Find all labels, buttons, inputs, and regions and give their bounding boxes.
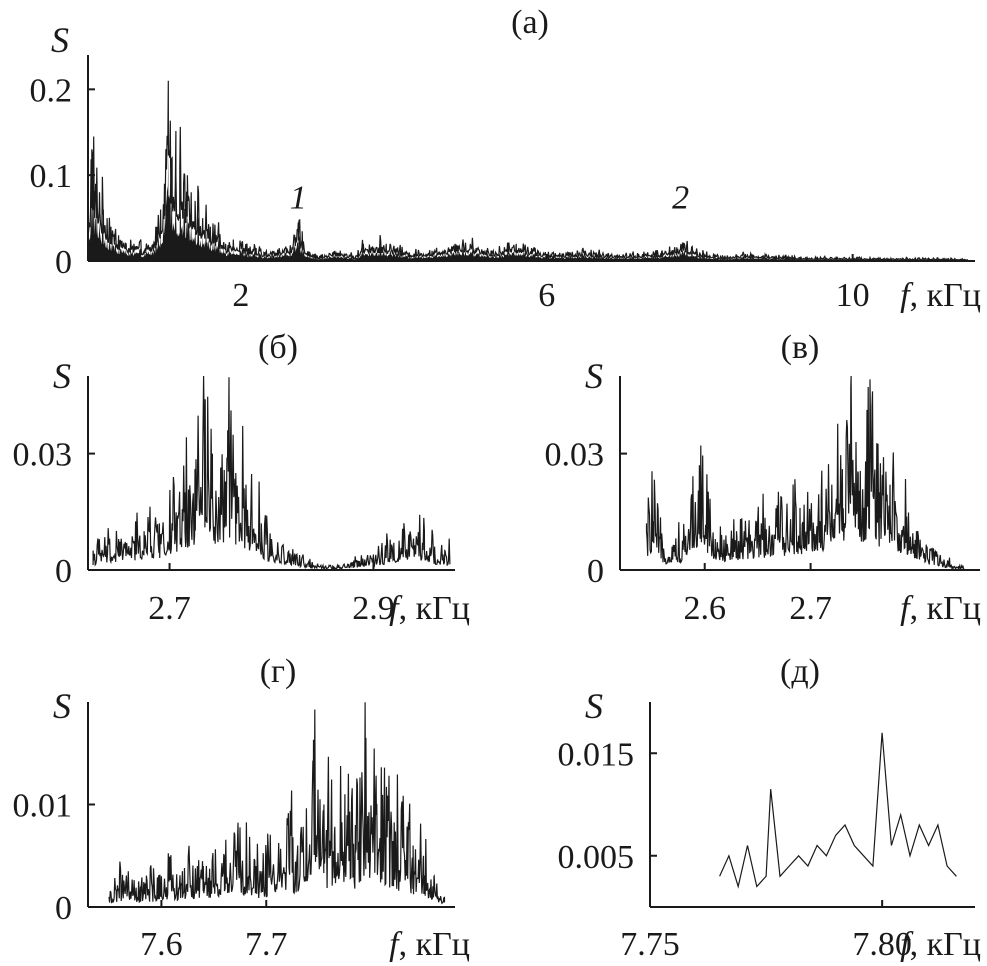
panel-c-trace (645, 375, 965, 571)
panel-a-ticks: 2 6 10 0 0.1 0.2 (30, 72, 870, 314)
panel-e-xtick-label: 7.80 (852, 926, 912, 963)
panel-b: (б) S 2.7 2.9 0 0.03 f, кГц (13, 329, 471, 627)
panel-d-xlabel-unit: , кГц (399, 926, 470, 963)
panel-c-xtick-label: 2.6 (683, 590, 726, 627)
panel-e-xlabel-unit: , кГц (910, 926, 981, 963)
panel-b-xlabel-unit: , кГц (399, 590, 470, 627)
panel-a-annotation-1: 1 (290, 180, 307, 217)
panel-a-title: (а) (511, 4, 549, 41)
panel-c-ticks: 2.6 2.7 0 0.03 (545, 437, 832, 627)
panel-d-ylabel: S (53, 686, 71, 726)
panel-b-xtick-label: 2.7 (148, 590, 191, 627)
panel-a: (а) S 2 6 10 0 0.1 0.2 f, кГц 1 2 (30, 4, 982, 314)
panel-a-ylabel: S (51, 20, 69, 60)
panel-e-xlabel: f, кГц (900, 926, 981, 963)
panel-a-ytick-label: 0.1 (30, 158, 73, 195)
panel-a-annotation-2: 2 (672, 180, 689, 217)
panel-a-ytick-label: 0 (55, 244, 72, 281)
panel-a-xtick-label: 2 (232, 277, 249, 314)
panel-d-ticks: 7.6 7.7 0 0.01 (13, 788, 288, 964)
panel-c-spectrum-line (645, 375, 965, 571)
panel-d: (г) S 7.6 7.7 0 0.01 f, кГц (13, 653, 471, 963)
panel-c-ytick-label: 0.03 (545, 437, 605, 474)
panel-c-title: (в) (781, 329, 820, 366)
panel-e-ytick-label: 0.015 (558, 736, 635, 773)
panel-d-title: (г) (260, 653, 297, 690)
panel-d-ytick-label: 0 (55, 890, 72, 927)
panel-c-ylabel: S (585, 356, 603, 396)
panel-e-trace (719, 732, 957, 889)
panel-e-ytick-label: 0.005 (558, 839, 635, 876)
panel-b-spectrum-line (92, 375, 451, 571)
panel-b-xlabel: f, кГц (389, 590, 470, 627)
panel-c-xlabel: f, кГц (900, 590, 981, 627)
panel-b-trace (92, 375, 451, 571)
panel-a-xlabel: f, кГц (900, 277, 981, 314)
panel-c-ytick-label: 0 (587, 553, 604, 590)
panel-e-title: (д) (780, 653, 820, 690)
panel-d-xlabel: f, кГц (389, 926, 470, 963)
panel-d-spectrum-line (108, 702, 446, 905)
panel-c: (в) S 2.6 2.7 0 0.03 f, кГц (545, 329, 982, 627)
panel-a-spectrum-fill (88, 152, 968, 261)
panel-d-xtick-label: 7.7 (245, 926, 288, 963)
panel-c-xtick-label: 2.7 (789, 590, 832, 627)
panel-a-spectrum-line (87, 80, 968, 262)
panel-b-title: (б) (258, 329, 298, 366)
panel-b-ytick-label: 0.03 (13, 437, 73, 474)
panel-a-ytick-label: 0.2 (30, 72, 73, 109)
panel-e-ticks: 7.75 7.80 0.005 0.015 (558, 736, 912, 963)
panel-d-trace (108, 702, 446, 905)
panel-d-ytick-label: 0.01 (13, 788, 73, 825)
panel-e: (д) S 7.75 7.80 0.005 0.015 f, кГц (558, 653, 982, 963)
panel-a-xtick-label: 6 (538, 277, 555, 314)
panel-b-ytick-label: 0 (55, 553, 72, 590)
panel-b-ticks: 2.7 2.9 0 0.03 (13, 437, 395, 627)
panel-a-xlabel-unit: , кГц (910, 277, 981, 314)
panel-e-xtick-label: 7.75 (620, 926, 680, 963)
panel-b-xtick-label: 2.9 (352, 590, 395, 627)
panel-d-xtick-label: 7.6 (140, 926, 183, 963)
panel-a-xtick-label: 10 (836, 277, 870, 314)
panel-c-xlabel-unit: , кГц (910, 590, 981, 627)
panel-e-ylabel: S (585, 686, 603, 726)
panel-b-ylabel: S (53, 356, 71, 396)
panel-e-spectrum-line (719, 732, 957, 889)
panel-a-trace (87, 80, 968, 262)
